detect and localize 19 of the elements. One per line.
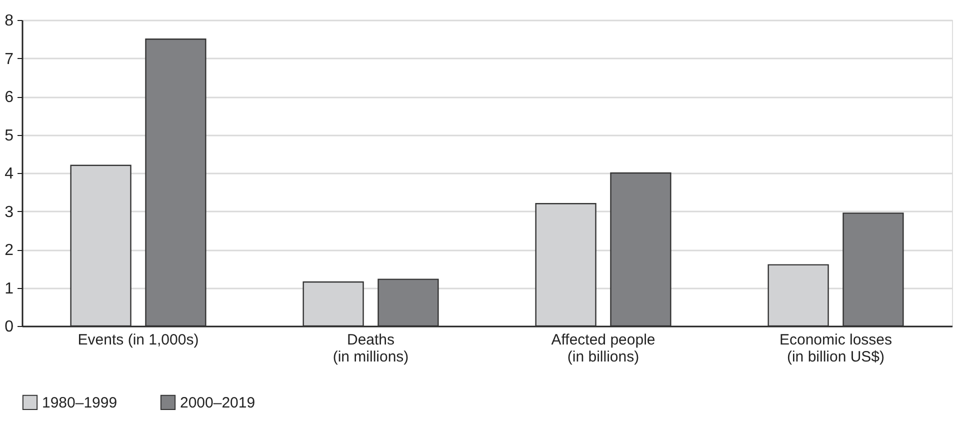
y-tick-label: 0 <box>4 318 14 336</box>
x-tick-label: Events (in 1,000s) <box>78 332 199 348</box>
x-tick-label: Economic losses (in billion US$) <box>779 332 892 366</box>
x-tick-label: Affected people (in billions) <box>551 332 656 366</box>
y-tick-label: 2 <box>4 242 14 259</box>
y-tick-label: 6 <box>4 89 14 106</box>
bar <box>378 278 439 327</box>
legend-label: 1980–1999 <box>42 394 118 412</box>
y-tick-label: 8 <box>4 12 14 30</box>
y-tick-label: 7 <box>4 50 14 68</box>
bar <box>145 38 206 327</box>
bar <box>842 212 904 327</box>
y-tick-label: 5 <box>4 127 14 144</box>
x-tick-label: Deaths (in millions) <box>332 332 409 366</box>
y-tick-label: 3 <box>4 204 14 221</box>
bar <box>610 172 672 327</box>
y-tick-label: 4 <box>4 166 14 182</box>
legend-label: 2000–2019 <box>180 394 256 412</box>
y-tick-label: 1 <box>4 280 14 298</box>
